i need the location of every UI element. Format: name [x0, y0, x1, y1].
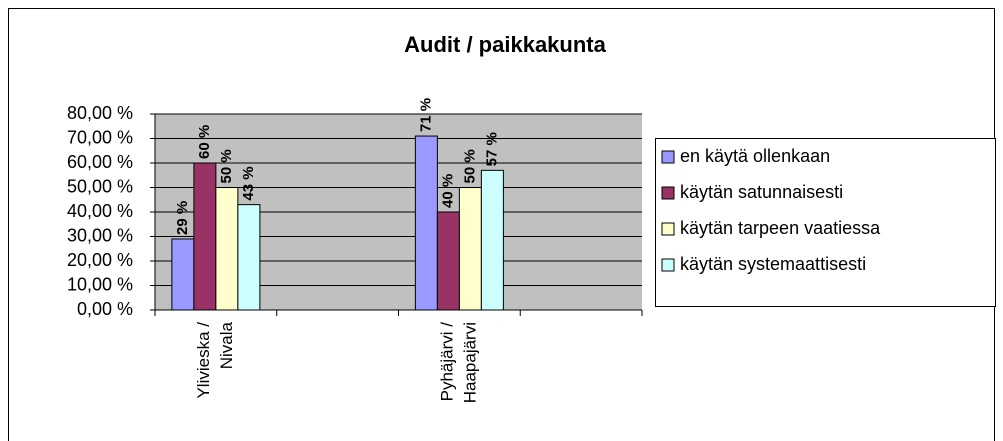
- legend-swatch: [661, 150, 675, 164]
- bar: [458, 187, 482, 311]
- y-tick-label: 20,00 %: [67, 250, 133, 270]
- value-label: 57 %: [483, 132, 500, 166]
- legend-label: käytän tarpeen vaatiessa: [680, 218, 881, 238]
- y-tick-label: 0,00 %: [77, 299, 133, 319]
- x-tick-label: Pyhäjärvi / Haapajärvi: [438, 322, 480, 404]
- chart-title: Audit / paikkakunta: [404, 32, 606, 57]
- legend-swatch: [661, 222, 675, 236]
- legend-swatch: [661, 186, 675, 200]
- value-label: 43 %: [240, 166, 257, 200]
- y-tick-label: 30,00 %: [67, 225, 133, 245]
- legend-label: käytän satunnaisesti: [680, 182, 843, 202]
- bar: [237, 204, 261, 311]
- y-tick-label: 10,00 %: [67, 274, 133, 294]
- value-label: 60 %: [196, 125, 213, 159]
- bar: [171, 238, 195, 311]
- legend-label: en käytä ollenkaan: [680, 146, 830, 166]
- bar: [436, 211, 460, 311]
- y-tick-label: 70,00 %: [67, 127, 133, 147]
- bar: [414, 135, 438, 311]
- value-label: 50 %: [218, 149, 235, 183]
- y-tick-label: 40,00 %: [67, 201, 133, 221]
- y-tick-label: 50,00 %: [67, 176, 133, 196]
- value-label: 71 %: [417, 98, 434, 132]
- legend-frame: [655, 138, 996, 307]
- value-label: 29 %: [174, 201, 191, 235]
- y-tick-label: 60,00 %: [67, 152, 133, 172]
- x-tick-label: Ylivieska / Nivala: [194, 321, 236, 398]
- value-label: 50 %: [461, 149, 478, 183]
- bar: [215, 187, 239, 311]
- value-label: 40 %: [439, 174, 456, 208]
- y-tick-label: 80,00 %: [67, 103, 133, 123]
- legend-swatch: [661, 258, 675, 272]
- legend-label: käytän systemaattisesti: [680, 254, 866, 274]
- bar: [193, 162, 217, 311]
- bar: [480, 169, 504, 311]
